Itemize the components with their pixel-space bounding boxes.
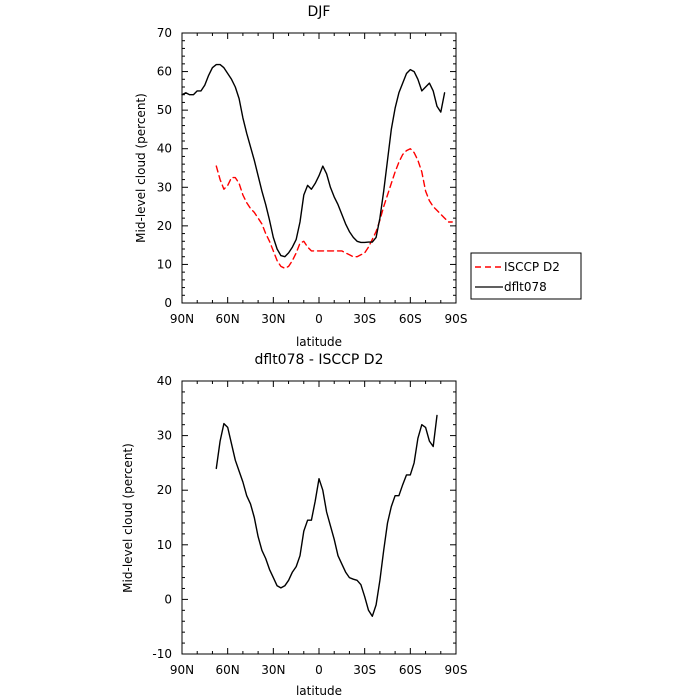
top-chart-ticks: 90N 60N 30N 0 30S 60S 90S 0 10 20 30 40 50 60 70: [157, 26, 468, 326]
bottom-chart-panel: dflt078 - ISCCP D2 Mid-level cloud (perc…: [121, 352, 467, 698]
bottom-x-tick-label: 30N: [261, 663, 285, 677]
top-y-tick-label: 0: [164, 296, 172, 310]
bottom-chart-y-axis-label: Mid-level cloud (percent): [121, 443, 135, 593]
top-chart-y-axis-label: Mid-level cloud (percent): [134, 93, 148, 243]
legend-box: [470, 252, 582, 300]
top-x-tick-label: 90N: [170, 312, 194, 326]
top-chart-title: DJF: [308, 4, 331, 20]
top-y-tick-label: 20: [157, 219, 172, 233]
top-y-tick-label: 30: [157, 180, 172, 194]
bottom-chart-ticks: 90N 60N 30N 0 30S 60S 90S -10 0 10 20 30 40: [152, 374, 467, 677]
bottom-chart-series: [215, 414, 438, 617]
legend: ISCCP D2 dflt078: [470, 252, 582, 300]
top-chart-panel: DJF Mid-level cloud (percent) latitude 9…: [134, 4, 467, 349]
top-y-tick-label: 70: [157, 26, 172, 40]
top-chart-series: [181, 63, 453, 269]
bottom-x-tick-label: 60S: [399, 663, 422, 677]
bottom-x-tick-label: 90N: [170, 663, 194, 677]
top-chart-frame: [181, 32, 457, 304]
bottom-y-tick-label: 0: [164, 592, 172, 606]
bottom-x-tick-label: 90S: [445, 663, 468, 677]
bottom-x-tick-label: 0: [315, 663, 323, 677]
bottom-y-tick-label: 20: [157, 483, 172, 497]
bottom-y-tick-label: 40: [157, 374, 172, 388]
top-y-tick-label: 10: [157, 257, 172, 271]
bottom-y-tick-label: 30: [157, 429, 172, 443]
top-series-line-0: [215, 147, 453, 269]
legend-label-isccp: ISCCP D2: [504, 260, 560, 274]
top-x-tick-label: 60N: [216, 312, 240, 326]
bottom-series-line-0: [215, 414, 438, 617]
bottom-chart-title: dflt078 - ISCCP D2: [254, 352, 383, 368]
top-x-tick-label: 90S: [445, 312, 468, 326]
bottom-x-tick-label: 30S: [353, 663, 376, 677]
legend-label-dflt078: dflt078: [504, 280, 547, 294]
top-x-tick-label: 60S: [399, 312, 422, 326]
top-chart-x-axis-label: latitude: [296, 335, 342, 349]
bottom-y-tick-label: 10: [157, 538, 172, 552]
bottom-chart-x-axis-label: latitude: [296, 684, 342, 698]
bottom-chart-frame: [181, 380, 457, 655]
top-series-line-1: [181, 63, 446, 258]
top-y-tick-label: 40: [157, 142, 172, 156]
top-y-tick-label: 50: [157, 103, 172, 117]
top-x-tick-label: 30N: [261, 312, 285, 326]
top-x-tick-label: 30S: [353, 312, 376, 326]
bottom-x-tick-label: 60N: [216, 663, 240, 677]
top-x-tick-label: 0: [315, 312, 323, 326]
top-y-tick-label: 60: [157, 65, 172, 79]
bottom-y-tick-label: -10: [152, 647, 172, 661]
